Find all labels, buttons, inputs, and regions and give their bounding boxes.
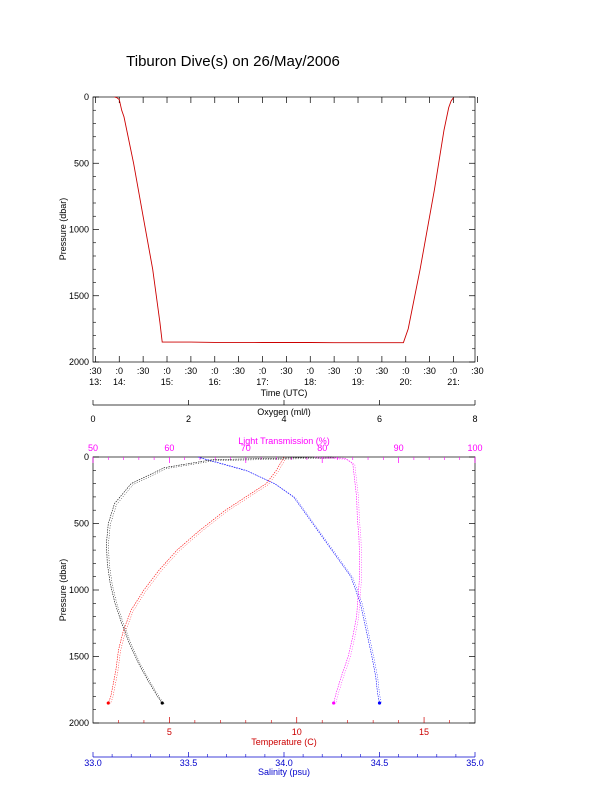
bottom-y-tick-label: 2000 xyxy=(69,718,89,728)
transmission-tick-label: 90 xyxy=(394,443,404,453)
top-x-minute-label: :0 xyxy=(259,366,267,376)
oxygen-bottom-point xyxy=(160,701,164,705)
temperature-tick-label: 15 xyxy=(419,727,429,737)
transmission-tick-label: 50 xyxy=(88,443,98,453)
salinity-bottom-point xyxy=(377,701,382,705)
top-x-minute-label: :30 xyxy=(471,366,484,376)
transmission-axis-label: Light Transmission (%) xyxy=(238,436,330,446)
salinity-profile xyxy=(197,456,380,704)
top-x-minute-label: :0 xyxy=(402,366,410,376)
temperature-tick-label: 5 xyxy=(167,727,172,737)
bottom-y-tick-label: 1500 xyxy=(69,652,89,662)
salinity-profile-upcast xyxy=(199,457,382,705)
top-x-minute-label: :30 xyxy=(137,366,150,376)
top-x-hour-label: 16: xyxy=(209,377,222,387)
oxygen-tick-label: 2 xyxy=(186,414,191,424)
pressure-time-line xyxy=(114,96,454,344)
bottom-y-tick-label: 1000 xyxy=(69,585,89,595)
top-x-minute-label: :0 xyxy=(163,366,171,376)
oxygen-axis: 0 2 4 6 8 xyxy=(90,400,478,424)
profile-lines xyxy=(106,456,382,705)
salinity-tick-label: 34.0 xyxy=(275,758,293,768)
salinity-tick-label: 35.0 xyxy=(466,758,484,768)
bottom-y-label: Pressure (dbar) xyxy=(58,559,68,622)
temperature-axis: 5 10 15 xyxy=(118,717,450,737)
top-x-hour-label: 18: xyxy=(304,377,317,387)
oxygen-tick-label: 4 xyxy=(281,414,286,424)
top-x-hour-label: 17: xyxy=(256,377,269,387)
top-x-minute-label: :0 xyxy=(450,366,458,376)
salinity-axis-label: Salinity (psu) xyxy=(258,767,310,777)
salinity-tick-label: 33.5 xyxy=(180,758,198,768)
top-plot-frame xyxy=(92,96,476,363)
top-x-label: Time (UTC) xyxy=(261,388,308,398)
top-x-minute-label: :0 xyxy=(116,366,124,376)
oxygen-axis-label: Oxygen (ml/l) xyxy=(257,407,311,417)
top-y-tick-label: 1500 xyxy=(69,291,89,301)
top-y-label: Pressure (dbar) xyxy=(58,198,68,261)
transmission-tick-label: 70 xyxy=(241,443,251,453)
top-x-minute-label: :30 xyxy=(89,366,102,376)
temperature-profile-upcast xyxy=(110,457,287,705)
salinity-axis: 33.0 33.5 34.0 34.5 35.0 xyxy=(84,752,484,768)
profile-plot: 0 500 1000 1500 2000 0 2 4 6 8 50 60 70 80 90 100 5 10… xyxy=(58,400,484,777)
top-x-hour-label: 15: xyxy=(161,377,174,387)
top-x-hour-label: 14: xyxy=(113,377,126,387)
top-x-minute-label: :30 xyxy=(232,366,245,376)
top-x-minute-label: :30 xyxy=(185,366,198,376)
top-x-minute-label: :0 xyxy=(211,366,219,376)
oxygen-profile xyxy=(106,456,332,704)
top-y-tick-label: 0 xyxy=(84,92,89,102)
temperature-tick-label: 10 xyxy=(292,727,302,737)
bottom-y-tick-label: 500 xyxy=(74,519,89,529)
salinity-tick-label: 34.5 xyxy=(371,758,389,768)
salinity-tick-label: 33.0 xyxy=(84,758,102,768)
bottom-y-tick-label: 0 xyxy=(84,452,89,462)
oxygen-tick-label: 0 xyxy=(90,414,95,424)
oxygen-tick-label: 8 xyxy=(472,414,477,424)
bottom-y-axis: 0 500 1000 1500 2000 xyxy=(69,452,475,728)
top-x-minute-label: :30 xyxy=(376,366,389,376)
top-x-minute-label: :30 xyxy=(423,366,436,376)
top-x-hour-label: 21: xyxy=(447,377,460,387)
top-x-hour-label: 20: xyxy=(400,377,413,387)
light-transmission-bottom-point xyxy=(332,701,336,705)
top-x-minute-label: :30 xyxy=(328,366,341,376)
top-y-tick-label: 1000 xyxy=(69,225,89,235)
transmission-tick-label: 80 xyxy=(317,443,327,453)
transmission-axis: 50 60 70 80 90 100 xyxy=(88,443,483,463)
oxygen-tick-label: 6 xyxy=(377,414,382,424)
light-transmission-profile-upcast xyxy=(316,457,362,705)
top-x-minute-label: :30 xyxy=(280,366,293,376)
light-transmission-profile xyxy=(314,456,360,704)
chart-title: Tiburon Dive(s) on 26/May/2006 xyxy=(126,53,340,70)
top-x-hour-label: 19: xyxy=(352,377,365,387)
transmission-tick-label: 100 xyxy=(467,443,482,453)
temperature-bottom-point xyxy=(106,701,110,705)
top-x-hour-label: 13: xyxy=(89,377,102,387)
bottom-plot-frame xyxy=(92,456,476,724)
top-x-minute-label: :0 xyxy=(354,366,362,376)
top-x-minute-label: :0 xyxy=(307,366,315,376)
top-y-tick-label: 500 xyxy=(74,158,89,168)
temperature-profile xyxy=(108,456,285,704)
top-x-axis: :30 :0 :30 :0 :30 :0 :30 :0 :30 :0 :30 :0 :30 :0 :30 :0… xyxy=(89,97,484,387)
top-y-axis: 0 500 1000 1500 2000 xyxy=(69,92,475,367)
transmission-tick-label: 60 xyxy=(164,443,174,453)
top-y-tick-label: 2000 xyxy=(69,357,89,367)
oxygen-profile-upcast xyxy=(108,457,334,705)
temperature-axis-label: Temperature (C) xyxy=(251,737,317,747)
